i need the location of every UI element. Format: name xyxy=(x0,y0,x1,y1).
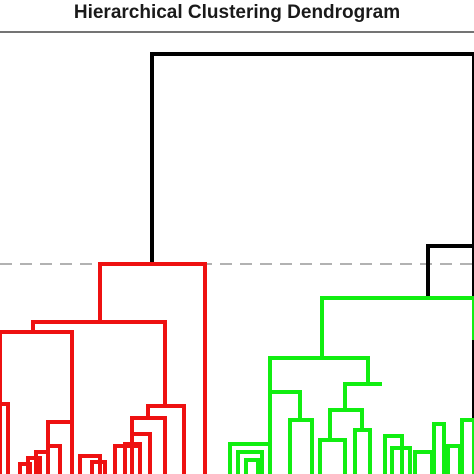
dendrogram-links xyxy=(0,52,474,474)
dendrogram-link-green-26 xyxy=(236,450,264,474)
dendrogram-link-red-8 xyxy=(34,450,50,474)
dendrogram-link-green-19 xyxy=(380,296,474,340)
dendrogram-link-red-4 xyxy=(0,330,74,474)
dendrogram-link-red-17 xyxy=(90,460,107,474)
dendrogram-link-green-30 xyxy=(383,434,404,474)
dendrogram-link-red-14 xyxy=(130,432,152,474)
dendrogram-link-green-35 xyxy=(460,418,474,474)
dendrogram-link-green-33 xyxy=(432,422,446,474)
dendrogram-link-green-23 xyxy=(328,408,364,440)
dendrogram-link-black-1 xyxy=(426,244,474,474)
dendrogram-link-red-5 xyxy=(0,402,10,474)
dendrogram-link-red-11 xyxy=(146,404,186,474)
dendrogram-link-green-20 xyxy=(268,356,370,392)
dendrogram-link-red-12 xyxy=(130,416,167,474)
chart-title: Hierarchical Clustering Dendrogram xyxy=(74,2,400,23)
dendrogram-link-red-3 xyxy=(31,320,167,406)
dendrogram-link-red-15 xyxy=(123,442,142,474)
dendrogram-link-red-10 xyxy=(18,462,32,474)
dendrogram-link-green-31 xyxy=(390,446,412,474)
dendrogram-link-green-24 xyxy=(288,418,314,474)
dendrogram-link-red-2 xyxy=(98,262,207,474)
dendrogram-link-green-22 xyxy=(268,390,302,474)
dendrogram-link-green-28 xyxy=(318,438,347,474)
dendrogram-link-green-27 xyxy=(244,458,260,474)
dendrogram-link-black-0 xyxy=(150,52,474,474)
dendrogram-link-red-16 xyxy=(78,454,102,474)
dendrogram-link-green-25 xyxy=(228,442,272,474)
dendrogram-link-green-29 xyxy=(353,428,372,474)
dendrogram-link-green-21 xyxy=(343,382,382,410)
